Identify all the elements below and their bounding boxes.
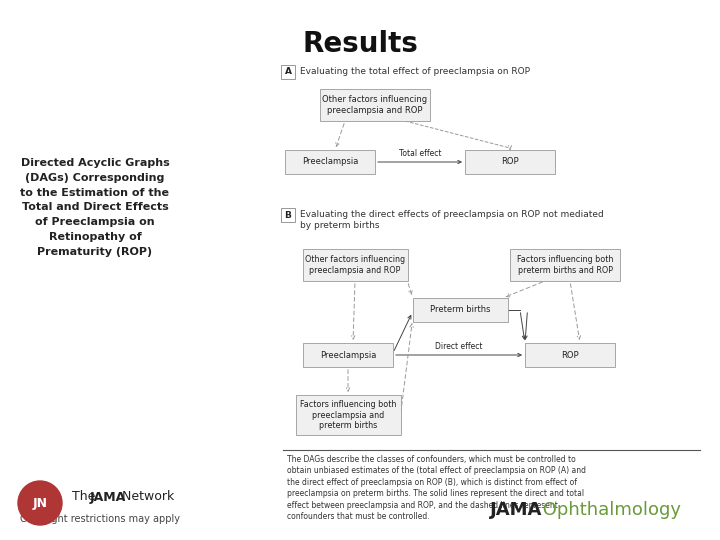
Text: JAMA: JAMA	[490, 501, 542, 519]
Text: B: B	[284, 211, 292, 219]
FancyBboxPatch shape	[295, 395, 400, 435]
FancyBboxPatch shape	[465, 150, 555, 174]
Text: Other factors influencing
preeclampsia and ROP: Other factors influencing preeclampsia a…	[305, 255, 405, 275]
Text: JAMA: JAMA	[90, 490, 126, 503]
Text: JN: JN	[32, 496, 48, 510]
FancyBboxPatch shape	[281, 208, 295, 222]
Text: Factors influencing both
preeclampsia and
preterm births: Factors influencing both preeclampsia an…	[300, 400, 396, 430]
Text: Total effect: Total effect	[399, 149, 441, 158]
Text: Evaluating the direct effects of preeclampsia on ROP not mediated
by preterm bir: Evaluating the direct effects of preecla…	[300, 210, 604, 230]
Text: The DAGs describe the classes of confounders, which must be controlled to
obtain: The DAGs describe the classes of confoun…	[287, 455, 586, 521]
Text: Factors influencing both
preterm births and ROP: Factors influencing both preterm births …	[517, 255, 613, 275]
Text: ROP: ROP	[561, 350, 579, 360]
FancyBboxPatch shape	[285, 150, 375, 174]
Text: Preeclampsia: Preeclampsia	[320, 350, 376, 360]
Circle shape	[18, 481, 62, 525]
Text: Directed Acyclic Graphs
(DAGs) Corresponding
to the Estimation of the
Total and : Directed Acyclic Graphs (DAGs) Correspon…	[20, 158, 169, 257]
Text: Evaluating the total effect of preeclampsia on ROP: Evaluating the total effect of preeclamp…	[300, 68, 530, 77]
Text: Network: Network	[118, 490, 174, 503]
FancyBboxPatch shape	[302, 249, 408, 281]
Text: Copyright restrictions may apply: Copyright restrictions may apply	[20, 514, 180, 524]
Text: Preterm births: Preterm births	[430, 306, 490, 314]
FancyBboxPatch shape	[413, 298, 508, 322]
Text: A: A	[284, 68, 292, 77]
Text: Other factors influencing
preeclampsia and ROP: Other factors influencing preeclampsia a…	[323, 95, 428, 114]
FancyBboxPatch shape	[525, 343, 615, 367]
Text: The: The	[72, 490, 99, 503]
FancyBboxPatch shape	[510, 249, 620, 281]
Text: ROP: ROP	[501, 158, 519, 166]
Text: Preeclampsia: Preeclampsia	[302, 158, 358, 166]
Text: Results: Results	[302, 30, 418, 58]
FancyBboxPatch shape	[320, 89, 430, 121]
Text: Ophthalmology: Ophthalmology	[537, 501, 681, 519]
FancyBboxPatch shape	[281, 65, 295, 79]
Text: Direct effect: Direct effect	[436, 342, 482, 351]
FancyBboxPatch shape	[303, 343, 393, 367]
